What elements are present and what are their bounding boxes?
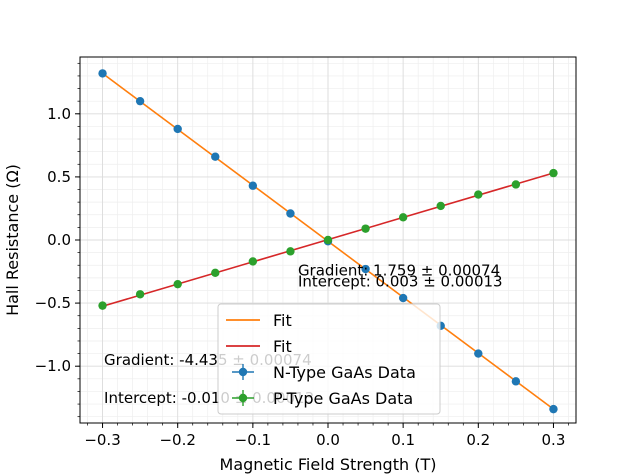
legend-marker-swatch xyxy=(238,367,248,377)
x-tick-label: −0.3 xyxy=(84,431,120,449)
data-point xyxy=(211,152,220,161)
legend-label: P-Type GaAs Data xyxy=(273,389,413,408)
data-point xyxy=(135,290,145,299)
data-point xyxy=(436,201,445,211)
x-tick-label: −0.1 xyxy=(235,431,271,449)
data-points xyxy=(98,69,558,414)
data-point xyxy=(323,235,333,245)
data-point xyxy=(549,168,558,178)
legend: Fit Fit N-Type GaAs Data P-Type GaAs Data xyxy=(217,303,441,415)
x-tick-label: 0.1 xyxy=(391,431,415,449)
data-point xyxy=(511,377,521,386)
x-tick-label: 0.0 xyxy=(316,431,340,449)
data-point xyxy=(474,349,483,358)
legend-label: Fit xyxy=(273,311,292,330)
y-tick-label: 1.0 xyxy=(47,105,71,123)
data-point xyxy=(248,257,258,266)
data-point xyxy=(98,69,107,78)
x-tick-label: 0.2 xyxy=(466,431,490,449)
data-point xyxy=(211,268,220,278)
y-tick-label: −1.0 xyxy=(35,357,71,375)
data-point xyxy=(398,293,408,303)
data-point xyxy=(248,181,258,190)
data-point xyxy=(361,264,370,274)
data-point xyxy=(98,301,107,310)
y-tick-label: 0.0 xyxy=(47,231,71,249)
y-tick-label: 0.5 xyxy=(47,168,71,186)
y-tick-label: −0.5 xyxy=(35,294,71,312)
axes: −0.3 −0.2 −0.1 0.0 0.1 0.2 0.3 −1.0 −0.5 0.0 0.5 1.… xyxy=(35,56,577,449)
fit-annotation: Intercept: 0.003 ± 0.00013 xyxy=(298,273,503,291)
legend-label: Fit xyxy=(273,337,292,356)
data-point xyxy=(286,209,295,218)
y-axis-label: Hall Resistance (Ω) xyxy=(3,164,22,316)
x-tick-label: 0.3 xyxy=(542,431,566,449)
data-point xyxy=(474,190,483,199)
data-point xyxy=(173,279,182,289)
legend-marker-swatch xyxy=(238,393,248,403)
data-point xyxy=(135,96,145,106)
x-axis-label: Magnetic Field Strength (T) xyxy=(220,455,437,474)
data-point xyxy=(173,124,182,134)
data-point xyxy=(398,213,408,222)
legend-box xyxy=(217,303,441,415)
data-point xyxy=(511,180,521,189)
legend-label: N-Type GaAs Data xyxy=(273,363,416,382)
fit-annotation: Gradient: 1.759 ± 0.00074 xyxy=(298,261,500,279)
data-point xyxy=(286,247,295,256)
data-point xyxy=(549,404,558,414)
x-tick-label: −0.2 xyxy=(159,431,195,449)
data-point xyxy=(361,224,370,233)
